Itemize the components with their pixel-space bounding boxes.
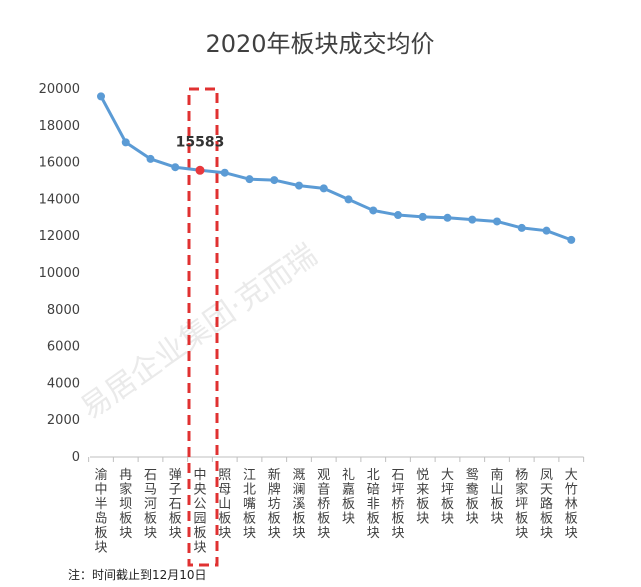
x-category-label-14: 大坪板块 [441, 468, 454, 527]
x-category-label-4: 中央公园板块 [193, 468, 206, 556]
x-axis: 渝中半岛板块冉家坝板块石马河板块弹子石板块中央公园板块照母山板块江北嘴板块新牌坊… [88, 456, 585, 556]
y-tick-label-3: 6000 [47, 340, 80, 355]
data-point-13 [418, 212, 427, 221]
x-category-label-19: 大竹林板块 [565, 468, 578, 541]
x-category-label-13: 悦来板块 [416, 468, 429, 527]
y-tick-label-10: 20000 [39, 82, 80, 97]
data-point-18 [542, 226, 551, 235]
y-tick-label-1: 2000 [47, 413, 80, 428]
x-category-label-17: 杨家坪板块 [515, 468, 528, 541]
y-tick-label-7: 14000 [39, 192, 80, 207]
data-point-8 [295, 181, 303, 190]
data-point-17 [517, 223, 526, 232]
data-point-7 [270, 176, 279, 185]
y-tick-label-9: 18000 [39, 119, 80, 134]
x-category-label-5: 照母山板块 [218, 468, 231, 541]
x-category-label-6: 江北嘴板块 [243, 468, 256, 541]
watermark: 易居企业集团·克而瑞 [75, 238, 324, 427]
y-tick-label-2: 4000 [47, 376, 80, 391]
x-category-label-11: 北碚非板块 [367, 468, 380, 541]
x-category-label-1: 冉家坝板块 [119, 468, 132, 541]
data-point-3 [171, 163, 180, 172]
series-line-0 [99, 95, 572, 242]
data-point-1 [121, 138, 130, 147]
data-point-12 [394, 211, 402, 220]
data-point-15 [468, 215, 477, 224]
highlight-box [187, 87, 219, 567]
x-category-label-15: 鸳鸯板块 [466, 468, 479, 527]
data-point-10 [344, 195, 353, 204]
data-point-6 [245, 175, 254, 184]
data-point-19 [567, 235, 576, 244]
plot-area: 15583 [97, 92, 576, 244]
y-tick-label-8: 16000 [39, 156, 80, 171]
x-category-label-3: 弹子石板块 [169, 468, 182, 541]
x-category-label-2: 石马河板块 [144, 468, 157, 541]
x-category-label-18: 凤天路板块 [540, 468, 553, 541]
highlight-data-label: 15583 [176, 134, 225, 150]
y-tick-label-6: 12000 [39, 229, 80, 244]
x-category-label-0: 渝中半岛板块 [94, 467, 107, 556]
x-category-label-8: 溉澜溪板块 [292, 468, 305, 541]
data-point-14 [443, 213, 452, 222]
footnote: 注：时间截止到12月10日 [68, 568, 207, 582]
x-category-label-12: 石坪桥板块 [391, 468, 404, 541]
x-category-label-9: 观音桥板块 [317, 468, 330, 541]
data-point-16 [493, 217, 501, 226]
data-point-4 [195, 165, 205, 175]
y-tick-label-4: 8000 [47, 303, 80, 318]
y-axis: 0 2000 4000 6000 8000 10000 12000 14000 16000 180… [39, 82, 80, 465]
y-tick-label-0: 0 [72, 450, 80, 465]
data-point-0 [97, 92, 105, 101]
data-point-9 [319, 184, 328, 193]
data-point-2 [146, 154, 155, 163]
y-tick-label-5: 10000 [39, 266, 80, 281]
data-point-5 [220, 168, 229, 177]
chart-title: 2020年板块成交均价 [205, 30, 434, 58]
data-point-11 [369, 206, 378, 215]
x-category-label-16: 南山板块 [490, 467, 503, 527]
x-category-label-10: 礼嘉板块 [342, 467, 355, 527]
x-category-label-7: 新牌坊板块 [268, 467, 281, 541]
